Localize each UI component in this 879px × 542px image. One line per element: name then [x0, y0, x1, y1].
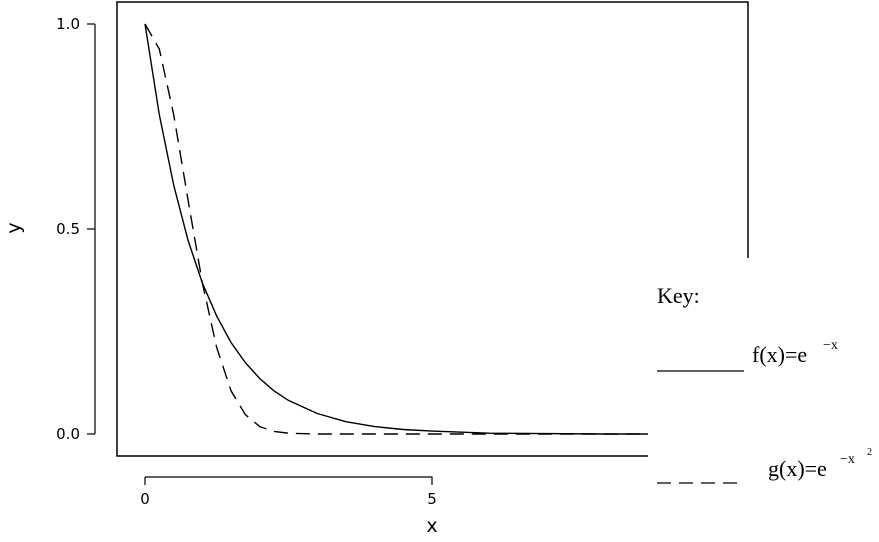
y-tick-label: 1.0	[56, 15, 80, 33]
legend-label-f-base: f(x)=e	[752, 342, 807, 367]
series-f-solid-line	[144, 23, 719, 435]
legend: Key: f(x)=e −x g(x)=e −x 2	[648, 258, 879, 498]
legend-title: Key:	[657, 283, 700, 308]
x-axis-title: x	[426, 515, 437, 537]
x-tick-label: 0	[140, 490, 150, 508]
plot-frame	[116, 1, 749, 457]
series-layer	[144, 23, 719, 435]
legend-label-f-exponent: −x	[823, 338, 838, 353]
legend-label-f: f(x)=e	[752, 342, 807, 367]
legend-label-g-exponent: −x	[840, 452, 855, 467]
legend-label-g-base: g(x)=e	[768, 456, 827, 481]
series-g-dashed-line	[144, 23, 719, 435]
legend-background	[648, 258, 879, 498]
legend-label-g: g(x)=e	[768, 456, 827, 481]
legend-label-g-exponent-sup: 2	[867, 447, 872, 458]
x-tick-label: 5	[427, 490, 437, 508]
y-tick-label: 0.5	[56, 220, 80, 238]
y-axis-title: y	[3, 222, 25, 233]
y-axis: 0.0 0.5 1.0	[56, 15, 96, 443]
y-tick-label: 0.0	[56, 425, 80, 443]
